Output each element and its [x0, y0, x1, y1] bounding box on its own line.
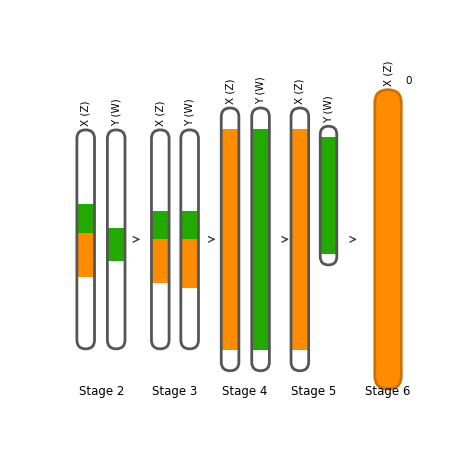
FancyBboxPatch shape — [181, 130, 199, 349]
FancyBboxPatch shape — [375, 90, 401, 389]
Text: Stage 2: Stage 2 — [79, 385, 124, 398]
FancyBboxPatch shape — [320, 126, 337, 265]
FancyBboxPatch shape — [252, 129, 269, 350]
FancyBboxPatch shape — [77, 130, 94, 349]
FancyBboxPatch shape — [291, 129, 309, 350]
FancyBboxPatch shape — [320, 126, 337, 265]
FancyBboxPatch shape — [221, 129, 239, 350]
FancyBboxPatch shape — [108, 130, 125, 349]
Text: 0: 0 — [406, 76, 412, 86]
FancyBboxPatch shape — [291, 108, 309, 371]
FancyBboxPatch shape — [152, 130, 169, 349]
FancyBboxPatch shape — [77, 204, 94, 233]
FancyBboxPatch shape — [77, 233, 94, 277]
Text: X (Z): X (Z) — [81, 101, 91, 126]
FancyBboxPatch shape — [152, 239, 169, 283]
FancyBboxPatch shape — [291, 108, 309, 371]
FancyBboxPatch shape — [152, 130, 169, 349]
FancyBboxPatch shape — [181, 211, 199, 239]
FancyBboxPatch shape — [375, 90, 401, 389]
Text: X (Z): X (Z) — [295, 79, 305, 104]
FancyBboxPatch shape — [77, 130, 94, 349]
FancyBboxPatch shape — [181, 130, 199, 349]
Text: Y (W): Y (W) — [185, 99, 195, 126]
Text: X (Z): X (Z) — [383, 61, 393, 86]
FancyBboxPatch shape — [181, 239, 199, 288]
FancyBboxPatch shape — [221, 108, 239, 371]
FancyBboxPatch shape — [108, 130, 125, 349]
Text: X (Z): X (Z) — [225, 79, 235, 104]
FancyBboxPatch shape — [152, 211, 169, 239]
Text: Y (W): Y (W) — [111, 99, 121, 126]
FancyBboxPatch shape — [152, 130, 169, 349]
Text: Stage 4: Stage 4 — [222, 385, 267, 398]
Text: Y (W): Y (W) — [324, 95, 334, 123]
FancyBboxPatch shape — [320, 137, 337, 254]
Text: Stage 3: Stage 3 — [152, 385, 198, 398]
FancyBboxPatch shape — [221, 108, 239, 371]
FancyBboxPatch shape — [252, 108, 269, 371]
FancyBboxPatch shape — [181, 130, 199, 349]
FancyBboxPatch shape — [108, 228, 125, 261]
Text: X (Z): X (Z) — [155, 101, 165, 126]
Text: Stage 6: Stage 6 — [365, 385, 410, 398]
Text: Y (W): Y (W) — [255, 77, 265, 104]
Text: Stage 5: Stage 5 — [291, 385, 337, 398]
FancyBboxPatch shape — [77, 130, 94, 349]
FancyBboxPatch shape — [375, 90, 401, 389]
FancyBboxPatch shape — [252, 108, 269, 371]
